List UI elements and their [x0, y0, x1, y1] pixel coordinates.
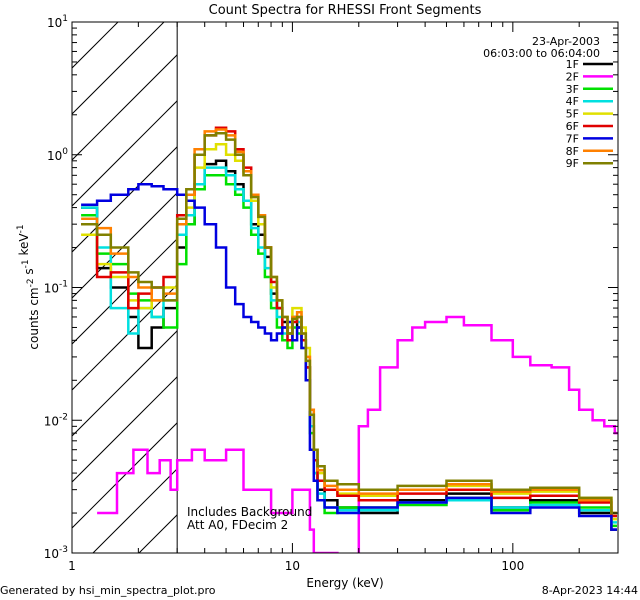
- x-tick-label: 1: [68, 559, 76, 573]
- y-tick-labels: 10-3 10-2 10-1 100 101: [44, 14, 69, 561]
- chart-title: Count Spectra for RHESSI Front Segments: [209, 3, 482, 18]
- hatch-line: [72, 22, 165, 115]
- legend-label-6f: 6F: [566, 120, 579, 133]
- legend-label-1f: 1F: [566, 58, 579, 71]
- y-tick-label: 10-1: [44, 280, 68, 296]
- hatch-line: [72, 54, 178, 161]
- series-3f-line: [81, 174, 617, 528]
- legend-label-7f: 7F: [566, 132, 579, 145]
- hatch-line: [72, 100, 178, 207]
- series-5f-line: [81, 142, 617, 521]
- hatch-line: [72, 192, 178, 299]
- x-axis-label: Energy (keV): [306, 576, 383, 590]
- legend-label-2f: 2F: [566, 70, 579, 83]
- y-tick-label: 100: [47, 147, 68, 163]
- legend-label-3f: 3F: [566, 83, 579, 96]
- legend-time-range: 06:03:00 to 06:04:00: [483, 47, 600, 60]
- y-tick-label: 10-3: [44, 545, 68, 561]
- footer-generated-by: Generated by hsi_min_spectra_plot.pro: [0, 584, 216, 597]
- series-4f-line: [81, 166, 617, 524]
- hatch-line: [72, 376, 178, 483]
- legend-label-4f: 4F: [566, 95, 579, 108]
- y-tick-label: 101: [47, 14, 68, 30]
- footer-timestamp: 8-Apr-2023 14:44: [541, 584, 638, 597]
- axis-ticks: [71, 21, 619, 554]
- legend-label-5f: 5F: [566, 108, 579, 121]
- series-1f-line: [81, 159, 617, 531]
- legend-date: 23-Apr-2003: [532, 35, 600, 48]
- y-axis-label: counts cm-2 s-1 keV-1: [16, 224, 41, 349]
- hatch-line: [72, 422, 178, 529]
- series-7f-line: [81, 182, 617, 531]
- legend-label-9f: 9F: [566, 157, 579, 170]
- annotation-attenuator: Att A0, FDecim 2: [187, 518, 288, 532]
- legend-label-8f: 8F: [566, 145, 579, 158]
- annotation-background: Includes Background: [187, 505, 312, 519]
- x-tick-labels: 1 10 100: [68, 559, 524, 573]
- x-tick-label: 100: [501, 559, 524, 573]
- series-2f-line: [97, 315, 618, 553]
- x-tick-label: 10: [285, 559, 300, 573]
- y-tick-label: 10-2: [44, 412, 68, 428]
- spectra-lines: [81, 126, 618, 553]
- series-9f-line: [81, 132, 617, 515]
